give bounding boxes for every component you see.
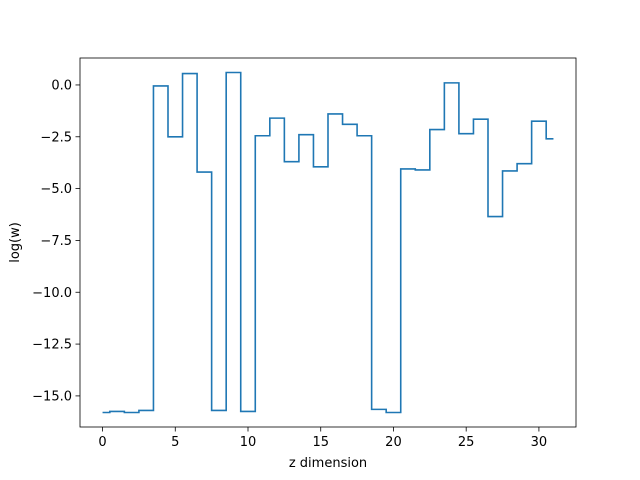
x-tick-label: 0	[98, 435, 106, 450]
y-tick-label: −2.5	[40, 130, 72, 145]
y-axis-ticks: 0.0 −2.5 −5.0 −7.5 −10.0 −12.5 −15.0	[32, 78, 80, 404]
plot-area	[102, 71, 554, 414]
axes-frame	[79, 57, 577, 428]
y-tick-label: 0.0	[51, 78, 72, 93]
x-tick-label: 25	[458, 435, 475, 450]
y-tick-label: −5.0	[40, 182, 72, 197]
y-tick-label: −12.5	[32, 338, 72, 353]
y-tick-label: −10.0	[32, 286, 72, 301]
x-tick-label: 20	[385, 435, 402, 450]
x-axis-label: z dimension	[289, 456, 367, 471]
x-tick-label: 15	[312, 435, 329, 450]
x-axis-ticks: 0 5 10 15 20 25 30	[98, 427, 547, 450]
y-tick-label: −15.0	[32, 389, 72, 404]
y-tick-label: −7.5	[40, 234, 72, 249]
x-tick-label: 10	[240, 435, 257, 450]
y-axis-label: log(w)	[8, 222, 23, 263]
x-tick-label: 30	[531, 435, 548, 450]
series-line-0	[102, 71, 554, 414]
x-tick-label: 5	[171, 435, 179, 450]
